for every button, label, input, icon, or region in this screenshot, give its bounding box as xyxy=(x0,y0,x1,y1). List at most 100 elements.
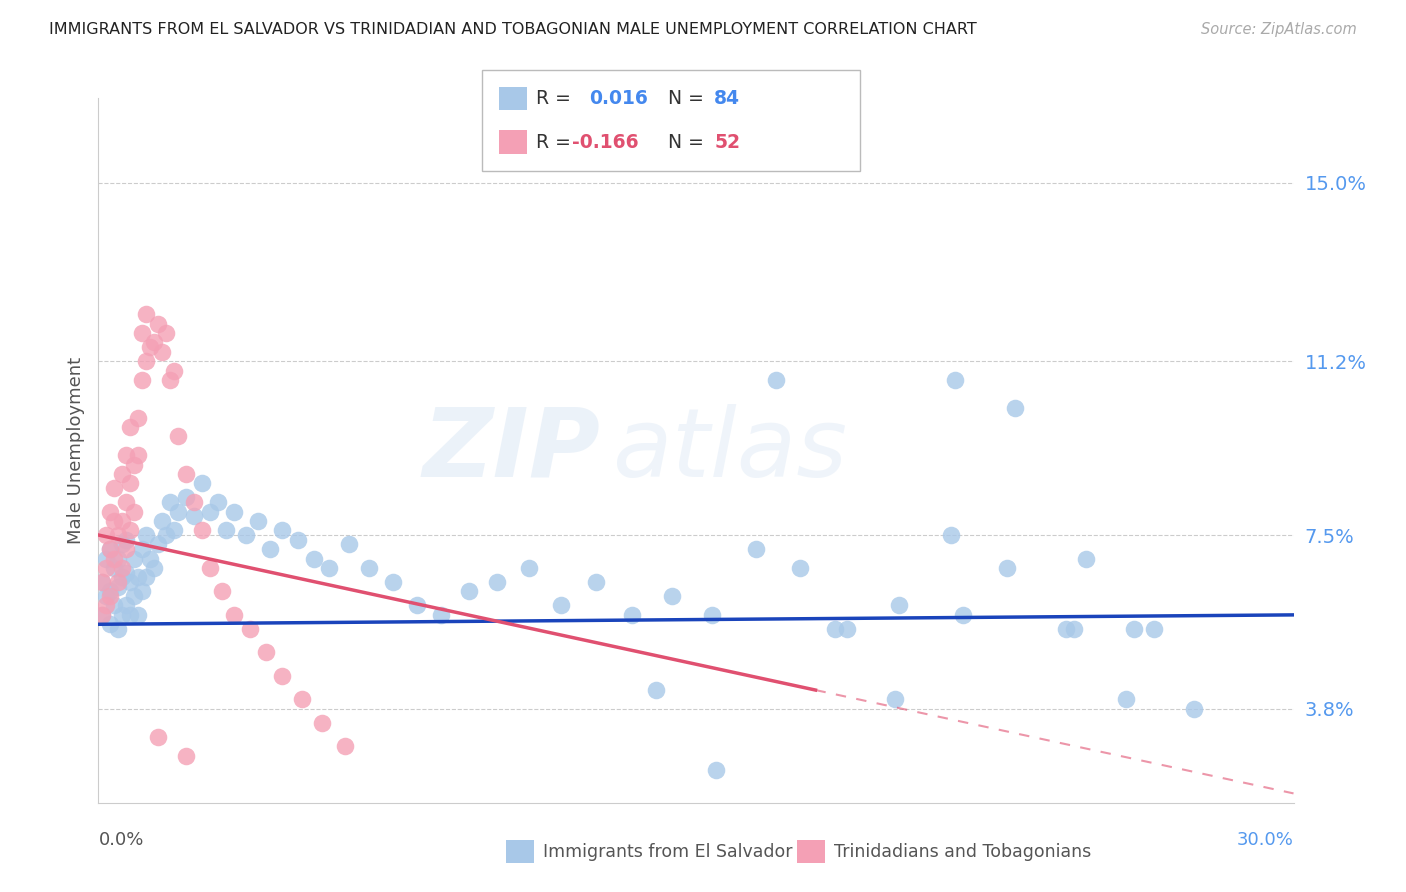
Point xyxy=(150,344,173,359)
Point xyxy=(127,410,149,425)
Point xyxy=(222,607,245,622)
Point xyxy=(91,607,114,622)
Point xyxy=(143,335,166,350)
Point xyxy=(239,622,262,636)
Point xyxy=(120,574,142,589)
Point xyxy=(96,561,118,575)
Point xyxy=(458,584,481,599)
Point xyxy=(183,495,205,509)
Point xyxy=(1056,622,1078,636)
Point xyxy=(111,570,134,584)
Point xyxy=(96,589,118,603)
Point xyxy=(745,542,768,557)
Point xyxy=(291,692,314,706)
Point xyxy=(287,533,309,547)
Point xyxy=(183,509,205,524)
Point xyxy=(131,373,153,387)
Point xyxy=(98,617,122,632)
Point xyxy=(485,574,508,589)
Point xyxy=(135,307,157,321)
Point xyxy=(115,599,138,613)
Point xyxy=(406,599,429,613)
Point xyxy=(135,570,157,584)
Point xyxy=(148,317,170,331)
Point xyxy=(127,607,149,622)
Point xyxy=(765,373,787,387)
Point xyxy=(167,504,190,518)
Point xyxy=(837,622,859,636)
Point xyxy=(174,748,197,763)
Point xyxy=(98,542,122,557)
Point xyxy=(1004,401,1026,416)
Point xyxy=(700,607,723,622)
Point xyxy=(107,580,129,594)
Point xyxy=(91,607,114,622)
Point xyxy=(98,542,122,557)
Point xyxy=(124,589,146,603)
Point xyxy=(107,551,129,566)
Point xyxy=(163,363,186,377)
Point xyxy=(139,551,162,566)
Point xyxy=(382,574,405,589)
Point xyxy=(1063,622,1085,636)
Point xyxy=(103,599,125,613)
Point xyxy=(517,561,540,575)
Point xyxy=(311,715,333,730)
Point xyxy=(107,528,129,542)
Point xyxy=(111,561,134,575)
Point xyxy=(259,542,281,557)
Point xyxy=(135,528,157,542)
Point xyxy=(943,373,966,387)
Point xyxy=(270,669,292,683)
Point xyxy=(174,467,197,481)
Text: 0.0%: 0.0% xyxy=(98,831,143,849)
Point xyxy=(222,504,245,518)
Point xyxy=(148,730,170,744)
Text: IMMIGRANTS FROM EL SALVADOR VS TRINIDADIAN AND TOBAGONIAN MALE UNEMPLOYMENT CORR: IMMIGRANTS FROM EL SALVADOR VS TRINIDADI… xyxy=(49,22,977,37)
Text: -0.166: -0.166 xyxy=(572,133,638,152)
Y-axis label: Male Unemployment: Male Unemployment xyxy=(66,357,84,544)
Point xyxy=(111,467,134,481)
Point xyxy=(115,542,138,557)
Point xyxy=(96,528,118,542)
Text: 30.0%: 30.0% xyxy=(1237,831,1294,849)
Point xyxy=(995,561,1018,575)
Point xyxy=(127,448,149,462)
Text: R =: R = xyxy=(536,89,582,108)
Point xyxy=(103,514,125,528)
Point xyxy=(207,495,229,509)
Text: 52: 52 xyxy=(714,133,740,152)
Point xyxy=(167,429,190,443)
Point xyxy=(103,551,125,566)
Point xyxy=(98,589,122,603)
Point xyxy=(155,326,177,340)
Point xyxy=(163,524,186,538)
Point xyxy=(143,561,166,575)
Point xyxy=(131,326,153,340)
Point xyxy=(96,551,118,566)
Point xyxy=(107,574,129,589)
Point xyxy=(246,514,269,528)
Point xyxy=(150,514,173,528)
Text: Source: ZipAtlas.com: Source: ZipAtlas.com xyxy=(1201,22,1357,37)
Point xyxy=(91,574,114,589)
Point xyxy=(120,476,142,491)
Point xyxy=(824,622,846,636)
Text: atlas: atlas xyxy=(613,404,848,497)
Text: 0.016: 0.016 xyxy=(589,89,648,108)
Point xyxy=(120,420,142,434)
Point xyxy=(339,537,361,551)
Point xyxy=(198,504,221,518)
Point xyxy=(115,566,138,580)
Point xyxy=(124,551,146,566)
Point xyxy=(430,607,453,622)
Point xyxy=(111,514,134,528)
Point xyxy=(174,491,197,505)
Point xyxy=(1076,551,1098,566)
Point xyxy=(103,481,125,495)
Point xyxy=(115,533,138,547)
Point xyxy=(127,570,149,584)
Point xyxy=(884,692,907,706)
Point xyxy=(1143,622,1166,636)
Point xyxy=(191,524,214,538)
